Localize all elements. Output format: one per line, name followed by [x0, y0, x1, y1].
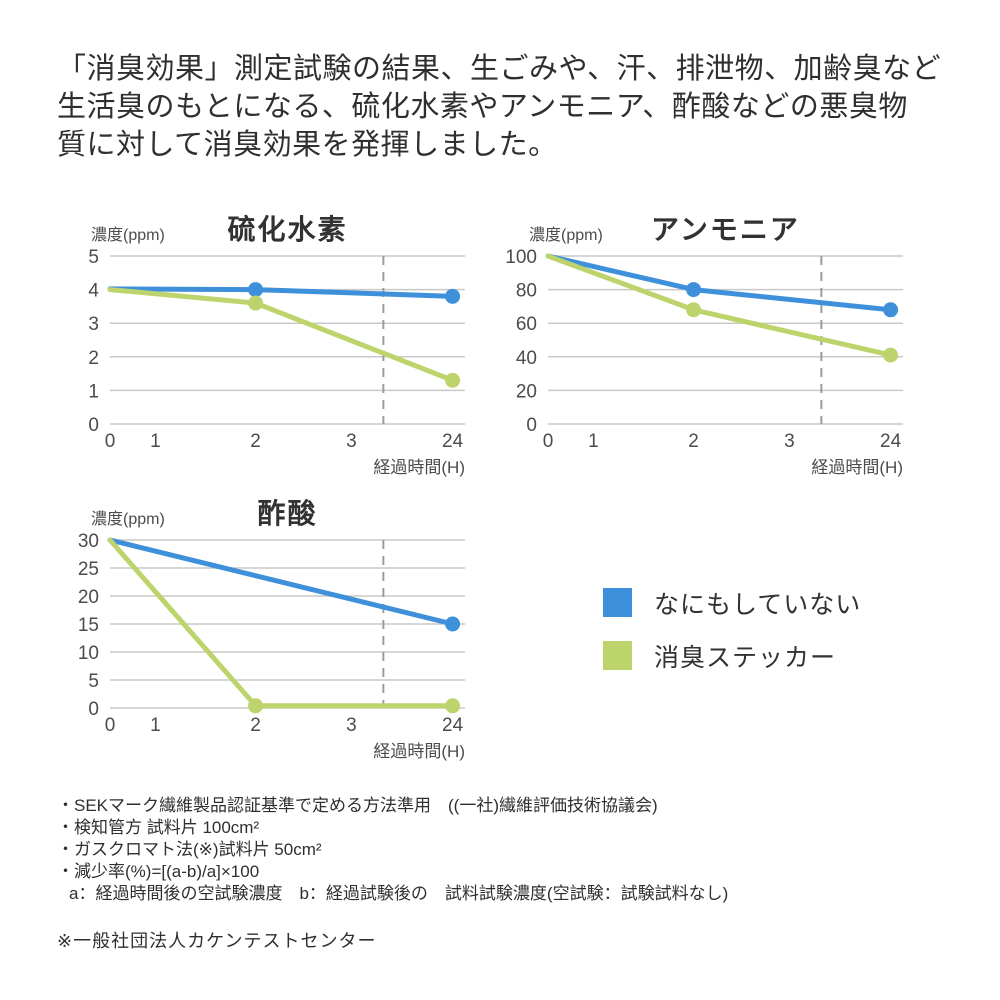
legend-label: 消臭ステッカー [654, 643, 837, 672]
x-axis-label: 経過時間(H) [373, 458, 465, 477]
agency-note: ※一般社団法人カケンテストセンター [57, 931, 377, 951]
svg-text:2: 2 [250, 715, 261, 736]
svg-text:0: 0 [105, 431, 116, 452]
gridlines [548, 255, 903, 425]
chart-plot-hydrogen-sulfide: 0 1 2 3 4 5 0 1 2 3 24 経過時間(H) [88, 248, 465, 477]
svg-text:1: 1 [88, 381, 99, 402]
footnotes: ・SEKマーク繊維製品認証基準で定める方法準用 ((一社)繊維評価技術協議会) … [57, 795, 957, 905]
svg-text:24: 24 [442, 431, 464, 452]
gridlines [110, 255, 465, 425]
y-tick-labels: 0 5 10 15 20 25 30 [78, 532, 99, 720]
blue-swatch-icon [603, 588, 632, 617]
svg-text:25: 25 [78, 559, 99, 580]
gridlines [110, 539, 465, 709]
svg-text:24: 24 [442, 715, 464, 736]
legend-label: なにもしていない [654, 590, 862, 619]
data-point-marker [445, 616, 461, 632]
data-point-marker [883, 302, 899, 318]
data-point-marker [445, 372, 461, 388]
footnote-line: ・減少率(%)=[(a-b)/a]×100 [57, 862, 260, 881]
chart-title: アンモニア [651, 214, 800, 245]
svg-text:0: 0 [526, 415, 537, 436]
data-point-marker [686, 282, 702, 298]
svg-text:20: 20 [78, 587, 99, 608]
data-point-marker [248, 698, 264, 714]
legend: なにもしていない 消臭ステッカー [603, 588, 861, 694]
chart-header: 濃度(ppm) 硫化水素 [55, 208, 475, 248]
svg-text:1: 1 [588, 431, 599, 452]
chart-header: 濃度(ppm) 酢酸 [55, 492, 475, 532]
x-tick-labels: 0 1 2 3 24 [105, 431, 464, 452]
svg-text:60: 60 [516, 314, 537, 335]
intro-paragraph: 「消臭効果」測定試験の結果、生ごみや、汗、排泄物、加齢臭など 生活臭のもとになる… [57, 50, 967, 164]
series-blue [545, 253, 899, 318]
y-tick-labels: 0 1 2 3 4 5 [88, 248, 99, 436]
data-point-marker [248, 295, 264, 311]
data-point-marker [445, 288, 461, 304]
svg-text:5: 5 [88, 671, 99, 692]
series-green [545, 253, 899, 363]
svg-text:100: 100 [505, 248, 537, 268]
svg-text:20: 20 [516, 381, 537, 402]
footnote-line: a：経過時間後の空試験濃度 b：経過試験後の 試料試験濃度(空試験：試験試料なし… [69, 884, 729, 903]
svg-text:2: 2 [88, 348, 99, 369]
series-green [107, 537, 461, 714]
x-tick-labels: 0 1 2 3 24 [543, 431, 902, 452]
footnote-line: ・ガスクロマト法(※)試料片 50cm² [57, 840, 322, 859]
svg-text:4: 4 [88, 281, 99, 302]
y-axis-label: 濃度(ppm) [91, 511, 165, 528]
series-blue [107, 537, 461, 632]
green-swatch-icon [603, 641, 632, 670]
footnote-line: ・検知管方 試料片 100cm² [57, 818, 260, 837]
svg-text:1: 1 [150, 715, 161, 736]
intro-line: 生活臭のもとになる、硫化水素やアンモニア、酢酸などの悪臭物 [57, 91, 908, 123]
legend-item-deodorizing-sticker: 消臭ステッカー [603, 641, 861, 672]
chart-plot-ammonia: 0 20 40 60 80 100 0 1 2 3 24 経過時間(H) [505, 248, 903, 477]
x-axis-label: 経過時間(H) [373, 742, 465, 761]
svg-text:15: 15 [78, 615, 99, 636]
svg-text:0: 0 [88, 699, 99, 720]
svg-text:3: 3 [346, 715, 357, 736]
y-axis-label: 濃度(ppm) [91, 227, 165, 244]
svg-text:3: 3 [88, 314, 99, 335]
svg-text:0: 0 [543, 431, 554, 452]
svg-text:2: 2 [688, 431, 699, 452]
svg-text:10: 10 [78, 643, 99, 664]
chart-plot-acetic-acid: 0 5 10 15 20 25 30 0 1 2 3 24 経過時間(H) [78, 532, 465, 761]
intro-line: 「消臭効果」測定試験の結果、生ごみや、汗、排泄物、加齢臭など [57, 53, 942, 85]
svg-text:5: 5 [88, 248, 99, 268]
chart-title: 酢酸 [257, 498, 318, 529]
svg-text:3: 3 [784, 431, 795, 452]
svg-text:0: 0 [88, 415, 99, 436]
svg-text:30: 30 [78, 532, 99, 552]
y-tick-labels: 0 20 40 60 80 100 [505, 248, 537, 436]
svg-text:3: 3 [346, 431, 357, 452]
svg-text:40: 40 [516, 348, 537, 369]
svg-text:80: 80 [516, 281, 537, 302]
footnote-line: ・SEKマーク繊維製品認証基準で定める方法準用 ((一社)繊維評価技術協議会) [57, 796, 658, 815]
svg-text:0: 0 [105, 715, 116, 736]
y-axis-label: 濃度(ppm) [529, 227, 603, 244]
series-blue [107, 282, 461, 304]
chart-title: 硫化水素 [227, 214, 348, 245]
chart-hydrogen-sulfide: 濃度(ppm) 硫化水素 0 1 2 3 4 5 0 1 2 3 24 経過時間(H) [55, 208, 475, 483]
data-point-marker [686, 302, 702, 318]
series-green [107, 287, 461, 388]
svg-text:1: 1 [150, 431, 161, 452]
data-point-marker [248, 282, 264, 298]
intro-line: 質に対して消臭効果を発揮しました。 [57, 129, 558, 161]
x-tick-labels: 0 1 2 3 24 [105, 715, 464, 736]
chart-acetic-acid: 濃度(ppm) 酢酸 0 5 10 15 20 25 30 0 1 2 3 24 経過時間(H) [55, 492, 475, 767]
svg-text:24: 24 [880, 431, 902, 452]
x-axis-label: 経過時間(H) [811, 458, 903, 477]
chart-ammonia: 濃度(ppm) アンモニア 0 20 40 60 80 100 0 1 2 3 24 経過時間(H) [493, 208, 913, 483]
data-point-marker [883, 347, 899, 363]
legend-item-untreated: なにもしていない [603, 588, 861, 619]
chart-header: 濃度(ppm) アンモニア [493, 208, 913, 248]
data-point-marker [445, 698, 461, 714]
svg-text:2: 2 [250, 431, 261, 452]
